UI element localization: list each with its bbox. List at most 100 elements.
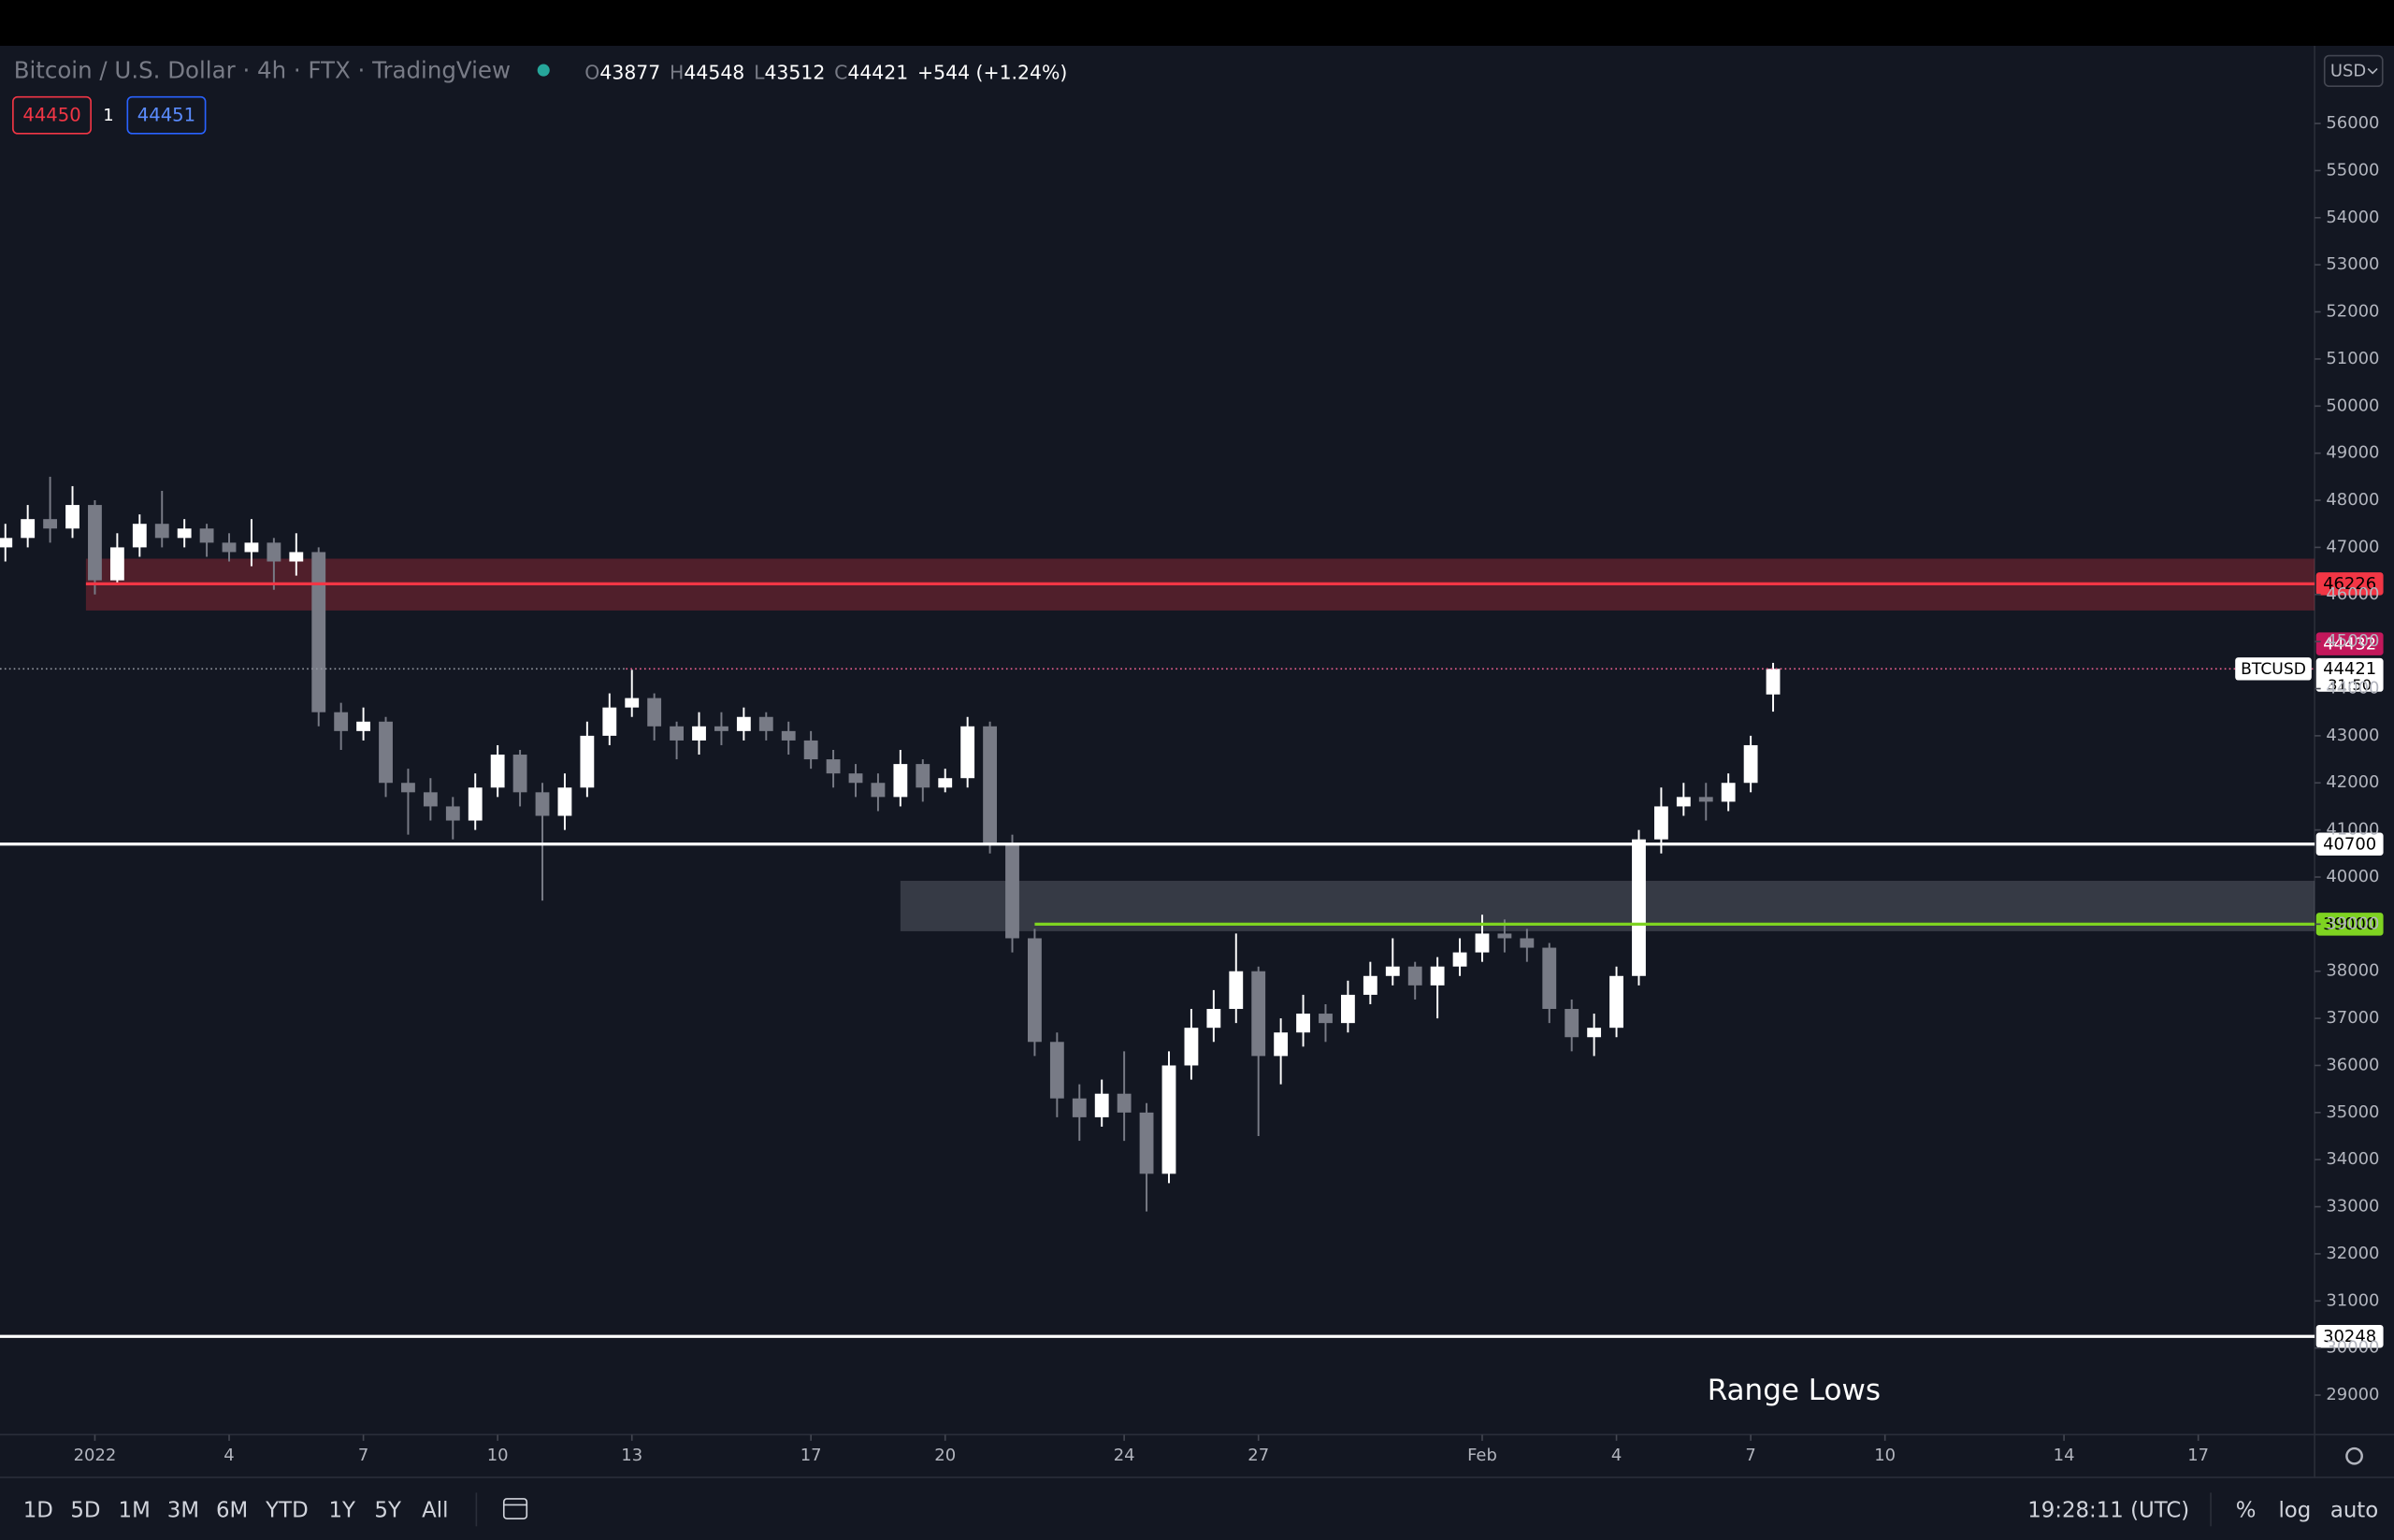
symbol-title: Bitcoin / U.S. Dollar · 4h · FTX · Tradi… bbox=[14, 57, 511, 84]
candle-body bbox=[356, 721, 371, 731]
settings-icon[interactable] bbox=[2345, 1446, 2363, 1465]
candle-body bbox=[177, 528, 192, 539]
symbol-tag-bg bbox=[2235, 657, 2312, 681]
candle-body bbox=[781, 730, 796, 741]
candle-body bbox=[334, 712, 349, 731]
candle-body bbox=[311, 552, 326, 712]
gear[interactable] bbox=[2345, 1446, 2363, 1465]
percent-toggle[interactable]: % bbox=[2236, 1498, 2257, 1522]
candle-body bbox=[1565, 1009, 1579, 1038]
sell-button[interactable] bbox=[12, 95, 92, 135]
candle-body bbox=[1072, 1098, 1087, 1117]
y-tick-label: 42000 bbox=[2326, 772, 2379, 792]
x-tick-label: 27 bbox=[1247, 1446, 1269, 1465]
y-tick-label: 34000 bbox=[2326, 1149, 2379, 1169]
range-button[interactable]: 3M bbox=[167, 1498, 199, 1522]
candle-body bbox=[0, 538, 13, 548]
candle-body bbox=[1721, 783, 1736, 802]
range-button[interactable]: 5D bbox=[70, 1498, 100, 1522]
candle-body bbox=[803, 740, 818, 760]
y-tick-label: 38000 bbox=[2326, 961, 2379, 981]
annotation: Range Lows bbox=[1708, 1374, 1881, 1407]
level-label: 46226 bbox=[2323, 574, 2376, 594]
candle-body bbox=[1430, 966, 1445, 986]
countdown: 31:50 bbox=[2328, 676, 2372, 694]
candle-body bbox=[602, 707, 617, 736]
candle-body bbox=[580, 735, 595, 788]
y-tick-label: 46000 bbox=[2326, 584, 2379, 604]
y-tick-label: 30000 bbox=[2326, 1338, 2379, 1358]
candle-body bbox=[1229, 971, 1244, 1010]
range-button[interactable]: 1M bbox=[119, 1498, 151, 1522]
y-tick-label: 55000 bbox=[2326, 160, 2379, 180]
level-label-bg bbox=[2315, 832, 2384, 856]
range-button[interactable]: YTD bbox=[265, 1498, 309, 1522]
candle-body bbox=[109, 547, 124, 581]
candle-body bbox=[1161, 1065, 1176, 1174]
candle-body bbox=[535, 792, 550, 816]
symbol-tag: BTCUSD bbox=[2241, 660, 2306, 679]
x-tick-label: 13 bbox=[621, 1446, 642, 1465]
candle-body bbox=[1698, 797, 1713, 802]
alert-label-bg bbox=[2315, 632, 2384, 655]
y-tick-label: 54000 bbox=[2326, 208, 2379, 227]
y-tick-label: 56000 bbox=[2326, 113, 2379, 133]
candle-body bbox=[826, 759, 841, 774]
low-value: 43512 bbox=[764, 61, 825, 83]
candle-body bbox=[1340, 994, 1355, 1024]
c-label: C bbox=[834, 61, 847, 83]
candle-body bbox=[1251, 971, 1266, 1057]
y-tick-label: 53000 bbox=[2326, 254, 2379, 274]
compare-icon[interactable] bbox=[502, 1498, 528, 1519]
candle-body bbox=[132, 524, 147, 548]
candle-body bbox=[88, 505, 102, 581]
candle-body bbox=[423, 792, 438, 807]
buy-button[interactable] bbox=[126, 95, 207, 135]
candle-body bbox=[21, 519, 36, 539]
x-tick-label: 14 bbox=[2054, 1446, 2075, 1465]
currency[interactable]: USD bbox=[2330, 62, 2366, 81]
candle-body bbox=[1049, 1042, 1064, 1099]
candle-body bbox=[1632, 839, 1646, 976]
candle-body bbox=[154, 524, 169, 539]
range-button[interactable]: All bbox=[422, 1498, 448, 1522]
range-button[interactable]: 1Y bbox=[328, 1498, 355, 1522]
x-tick-label: 4 bbox=[1611, 1446, 1622, 1465]
h-label: H bbox=[670, 61, 684, 83]
range-button[interactable]: 5Y bbox=[374, 1498, 401, 1522]
range-button[interactable]: 1D bbox=[23, 1498, 53, 1522]
level-label: 30248 bbox=[2323, 1327, 2376, 1346]
x-tick-label: 10 bbox=[1874, 1446, 1896, 1465]
candle-body bbox=[1542, 947, 1557, 1010]
candle-body bbox=[1385, 966, 1400, 976]
candle-body bbox=[647, 698, 662, 727]
quantity[interactable]: 1 bbox=[103, 106, 113, 125]
candle-body bbox=[244, 542, 259, 553]
y-tick-label: 47000 bbox=[2326, 537, 2379, 556]
candle-body bbox=[670, 726, 684, 741]
candle-body bbox=[65, 505, 79, 529]
ohlc: O43877 H44548 L43512 C44421 +544 (+1.24%) bbox=[584, 61, 1067, 83]
sell-price[interactable]: 44450 bbox=[22, 105, 80, 126]
candle-body bbox=[1653, 806, 1668, 840]
candle-body bbox=[43, 519, 58, 529]
candle-body bbox=[512, 755, 527, 793]
candle-body bbox=[893, 764, 908, 798]
x-tick-label: 2022 bbox=[74, 1446, 117, 1465]
buy-price[interactable]: 44451 bbox=[137, 105, 195, 126]
y-tick-label: 40000 bbox=[2326, 867, 2379, 886]
log-toggle[interactable]: log bbox=[2278, 1498, 2311, 1522]
clock[interactable]: 19:28:11 (UTC) bbox=[2027, 1498, 2189, 1522]
calendar-icon[interactable] bbox=[502, 1498, 528, 1519]
candle-body bbox=[1094, 1093, 1109, 1117]
candle-body bbox=[1005, 843, 1019, 939]
candle-body bbox=[1296, 1014, 1310, 1033]
candle-body bbox=[1206, 1009, 1221, 1029]
auto-toggle[interactable]: auto bbox=[2330, 1498, 2378, 1522]
last-price: 44421 bbox=[2323, 659, 2376, 679]
range-button[interactable]: 6M bbox=[216, 1498, 248, 1522]
currency-button[interactable] bbox=[2323, 54, 2384, 88]
candle-body bbox=[267, 542, 281, 562]
